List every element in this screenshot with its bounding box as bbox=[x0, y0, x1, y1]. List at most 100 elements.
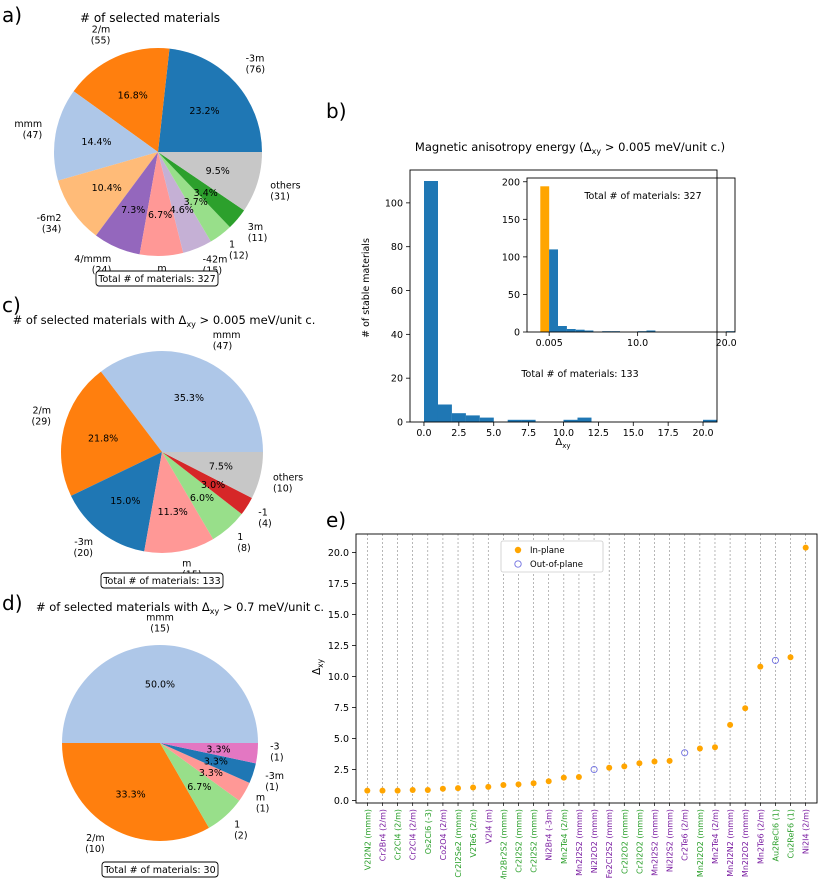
pie-a-slice-1 bbox=[73, 47, 170, 152]
pie-c-count-5: (4) bbox=[258, 518, 271, 529]
pie-a-count-3: (34) bbox=[42, 224, 62, 235]
hist-b-inset-ytick-label-0: 0 bbox=[514, 328, 520, 339]
scatter-e-xlabel-23: Mn2Te4 (2/m) bbox=[711, 809, 720, 864]
pie-c-slice-6 bbox=[162, 452, 263, 498]
scatter-e-ytick-label-8: 20.0 bbox=[328, 548, 349, 559]
scatter-e-point-6 bbox=[455, 785, 461, 792]
pie-d-pct-3: 3.3% bbox=[199, 768, 223, 779]
scatter-e-point-5 bbox=[439, 785, 446, 792]
scatter-e-ytick-label-7: 17.5 bbox=[328, 579, 349, 590]
scatter-e-point-2 bbox=[394, 787, 401, 794]
pie-c-name-0: mmm bbox=[213, 330, 241, 341]
pie-d-slice-3 bbox=[160, 743, 250, 801]
scatter-e-point-23 bbox=[712, 744, 718, 751]
pie-d-count-0: (15) bbox=[150, 623, 170, 634]
pie-a-slice-5 bbox=[139, 152, 184, 256]
hist-b-ytick-label-4: 80 bbox=[391, 242, 403, 253]
hist-b-inset-note: Total # of materials: 327 bbox=[583, 191, 701, 202]
pie-c-pct-3: 11.3% bbox=[158, 507, 188, 518]
pie-a-pct-4: 7.3% bbox=[121, 205, 145, 216]
scatter-e-point-9 bbox=[500, 782, 507, 788]
scatter-e-ytick-label-6: 15.0 bbox=[328, 610, 349, 621]
scatter-e-xlabel-15: Ni2I2O2 (mmm) bbox=[590, 809, 599, 873]
pie-c-name-1: 2/m bbox=[33, 405, 52, 416]
pie-a-count-2: (47) bbox=[23, 130, 43, 141]
pie-a-slice-0 bbox=[158, 48, 262, 152]
hist-b-bar-4 bbox=[479, 417, 494, 422]
pie-d-slice-2 bbox=[160, 743, 240, 828]
pie-d-count-4: (1) bbox=[265, 782, 278, 793]
scatter-e-ytick-label-5: 12.5 bbox=[328, 641, 349, 652]
scatter-e-xlabel-12: Ni2Br4 (-3m) bbox=[545, 809, 554, 861]
pie-c-slice-2 bbox=[71, 452, 162, 552]
panel-label-c: c) bbox=[2, 293, 21, 317]
pie-d-pct-4: 3.3% bbox=[204, 757, 228, 768]
hist-b-inset-xtick-label-0: 0.005 bbox=[536, 338, 563, 349]
scatter-e-xlabel-18: Cr2I2O2 (mmm) bbox=[635, 809, 644, 874]
pie-d-title: # of selected materials with Δxy > 0.7 m… bbox=[36, 600, 324, 616]
pie-d-count-3: (1) bbox=[256, 803, 269, 814]
panel-label-a: a) bbox=[2, 3, 22, 27]
pie-d-pct-2: 6.7% bbox=[187, 782, 211, 793]
pie-c-pct-5: 3.0% bbox=[201, 480, 225, 491]
pie-c-name-5: -1 bbox=[258, 507, 267, 518]
pie-d-count-1: (10) bbox=[85, 844, 105, 855]
pie-a-name-6: -42m bbox=[203, 255, 228, 266]
pie-a-pct-7: 3.7% bbox=[184, 197, 208, 208]
hist-b-inset-ytick-label-3: 150 bbox=[502, 215, 520, 226]
scatter-e-ytick-label-3: 7.5 bbox=[334, 703, 349, 714]
scatter-e-point-14 bbox=[575, 774, 582, 780]
pie-d-name-0: mmm bbox=[146, 612, 174, 623]
pie-c-count-0: (47) bbox=[213, 341, 233, 352]
scatter-e-point-3 bbox=[409, 787, 416, 793]
hist-b-xtick-label-7: 17.5 bbox=[658, 428, 679, 439]
hist-b-xtick-label-6: 15.0 bbox=[623, 428, 644, 439]
pie-d-slice-5 bbox=[160, 743, 258, 764]
hist-b-inset-ytick-label-2: 100 bbox=[502, 252, 520, 263]
hist-b-bar-0 bbox=[424, 181, 438, 422]
pie-a-pct-1: 16.8% bbox=[118, 91, 148, 102]
scatter-e-point-11 bbox=[530, 780, 537, 787]
scatter-e-point-24 bbox=[727, 721, 734, 728]
scatter-e-point-4 bbox=[424, 787, 431, 793]
scatter-e-xlabel-13: Mn2Te4 (2/m) bbox=[560, 809, 569, 864]
hist-b-bar-2 bbox=[451, 413, 466, 422]
histogram-b: Magnetic anisotropy energy (Δxy > 0.005 … bbox=[361, 140, 737, 450]
scatter-e-ytick-label-1: 2.5 bbox=[334, 765, 349, 776]
pie-d-count-2: (2) bbox=[234, 830, 247, 841]
scatter-e-point-12 bbox=[545, 778, 552, 785]
hist-b-inset-bar-1 bbox=[558, 326, 567, 332]
pie-c-total: Total # of materials: 133 bbox=[102, 576, 220, 587]
scatter-e-xlabel-20: Ni2I2S2 (mmm) bbox=[666, 809, 675, 872]
hist-b-xtick-label-5: 12.5 bbox=[588, 428, 609, 439]
pie-d-slice-1 bbox=[62, 743, 209, 841]
scatter-e-xlabel-28: Cu2ReF6 (1) bbox=[787, 809, 796, 858]
scatter-e-point-7 bbox=[470, 784, 477, 791]
hist-b-inset-ytick-label-1: 50 bbox=[508, 290, 520, 301]
pie-a-pct-2: 14.4% bbox=[81, 137, 111, 148]
scatter-e-point-21 bbox=[681, 749, 689, 757]
scatter-e-point-0 bbox=[364, 787, 371, 794]
pie-c-name-4: 1 bbox=[237, 532, 243, 543]
pie-a-name-4: 4/mmm bbox=[74, 254, 111, 265]
hist-b-inset-highlight-bar bbox=[540, 186, 550, 332]
pie-c-count-4: (8) bbox=[237, 543, 250, 554]
pie-c-name-3: m bbox=[182, 558, 191, 569]
pie-a-slice-8 bbox=[158, 152, 245, 228]
scatter-e-legend: In-plane Out-of-plane bbox=[500, 540, 604, 573]
pie-d-name-3: m bbox=[256, 792, 265, 803]
hist-b-ytick-label-1: 20 bbox=[391, 374, 403, 385]
scatter-e: 0.0 2.5 5.0 7.5 10.0 12.5 15.0 17.5 20.0 V2I2N2 … bbox=[311, 533, 818, 879]
hist-b-ytick-label-0: 0 bbox=[397, 418, 403, 429]
scatter-e-xlabel-4: Os2Cl6 (-3) bbox=[424, 809, 433, 854]
panel-label-b: b) bbox=[326, 99, 347, 123]
hist-b-bar-6 bbox=[507, 419, 522, 422]
scatter-e-point-20 bbox=[666, 757, 673, 764]
pie-a-name-5: m bbox=[157, 264, 166, 275]
pie-c-count-1: (29) bbox=[31, 416, 51, 427]
pie-d-slice-0 bbox=[62, 645, 258, 743]
pie-a-count-8: (11) bbox=[248, 233, 268, 244]
pie-c-pct-6: 7.5% bbox=[209, 462, 233, 473]
scatter-e-xlabel-7: V2Te6 (2/m) bbox=[469, 809, 478, 857]
scatter-e-point-22 bbox=[696, 745, 703, 752]
